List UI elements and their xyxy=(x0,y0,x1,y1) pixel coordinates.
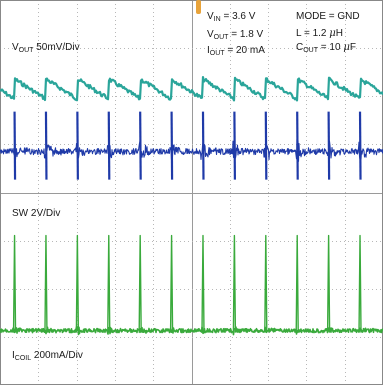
icoil-channel-label: ICOIL 200mA/Div xyxy=(12,350,83,362)
vout-channel-label: VOUT 50mV/Div xyxy=(12,42,80,54)
iout-name: I xyxy=(207,45,210,56)
icoil-scale: 200mA/Div xyxy=(33,350,83,361)
cout-condition: COUT = 10 μF xyxy=(296,42,356,54)
sw-spike xyxy=(139,111,142,180)
icoil-pulse xyxy=(264,234,268,333)
sw-spike xyxy=(296,111,299,180)
sw-name: SW xyxy=(12,208,29,219)
inductance-pre: L = 1.2 xyxy=(296,28,330,39)
sw-spike xyxy=(233,111,236,180)
sw-spike xyxy=(327,111,331,180)
sw-spike xyxy=(358,111,362,180)
icoil-pulse xyxy=(358,234,362,333)
inductance-post: H xyxy=(335,28,344,39)
icoil-pulse xyxy=(44,234,48,333)
vout-sub: OUT xyxy=(18,47,34,54)
icoil-pulse xyxy=(326,234,331,333)
cout-pre: = 10 xyxy=(320,42,344,53)
vin-name: V xyxy=(207,11,214,22)
vin-condition: VIN = 3.6 V xyxy=(207,11,255,23)
cout-sub: OUT xyxy=(303,47,319,54)
sw-spike xyxy=(264,111,268,180)
vout-cond-name: V xyxy=(207,29,214,40)
sw-spike xyxy=(44,111,48,180)
sw-spike xyxy=(76,111,79,180)
vin-value: = 3.6 V xyxy=(223,11,256,22)
icoil-baseline-trace xyxy=(0,325,383,336)
vout-condition: VOUT = 1.8 V xyxy=(207,29,263,41)
icoil-pulse xyxy=(107,234,111,333)
cout-name: C xyxy=(296,42,304,53)
sw-spike xyxy=(170,111,174,180)
vout-ripple-trace xyxy=(0,76,383,102)
waveform-traces xyxy=(0,76,383,336)
vin-sub: IN xyxy=(213,16,221,23)
cout-post: F xyxy=(349,42,356,53)
inductance-unit: μ xyxy=(329,28,336,39)
iout-condition: IOUT = 20 mA xyxy=(207,45,265,57)
icoil-pulse xyxy=(295,234,299,333)
sw-spike xyxy=(201,111,205,180)
icoil-pulse xyxy=(232,234,237,333)
sw-spike xyxy=(107,111,111,180)
vout-name: V xyxy=(12,42,19,53)
icoil-pulse xyxy=(12,234,17,333)
trigger-marker xyxy=(196,0,201,14)
icoil-pulse xyxy=(169,234,174,333)
sw-channel-label: SW 2V/Div xyxy=(12,208,60,220)
icoil-pulse xyxy=(138,234,142,333)
icoil-pulse xyxy=(75,234,80,333)
iout-value: = 20 mA xyxy=(227,45,265,56)
sw-scale: 2V/Div xyxy=(30,208,61,219)
icoil-pulse xyxy=(201,234,205,333)
vout-cond-value: = 1.8 V xyxy=(231,29,264,40)
icoil-sub: COIL xyxy=(14,355,32,362)
icoil-name: I xyxy=(12,350,15,361)
cout-unit: μ xyxy=(343,42,350,53)
vout-scale: 50mV/Div xyxy=(36,42,80,53)
vout-cond-sub: OUT xyxy=(213,34,229,41)
sw-spike xyxy=(13,111,17,180)
iout-sub: OUT xyxy=(209,50,225,57)
sw-noise-trace xyxy=(0,138,383,162)
trigger-marker-icon xyxy=(196,0,201,14)
mode-condition: MODE = GND xyxy=(296,11,360,22)
inductance-condition: L = 1.2 μH xyxy=(296,28,343,40)
